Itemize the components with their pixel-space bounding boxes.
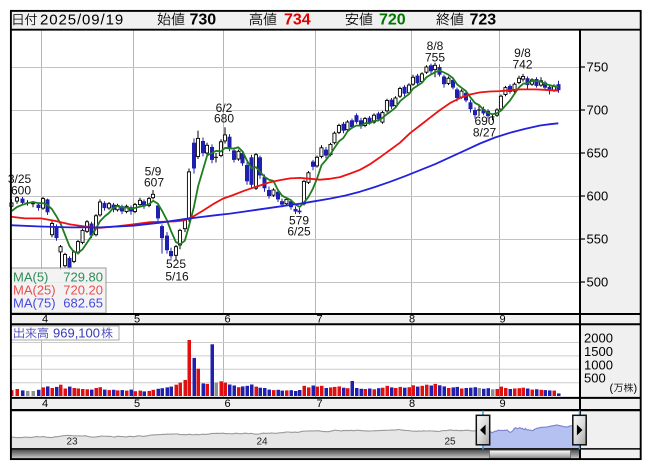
svg-text:MA(25): MA(25) <box>13 283 56 298</box>
svg-text:5: 5 <box>134 314 140 326</box>
svg-text:): ) <box>634 383 638 395</box>
svg-text:2025/09/19: 2025/09/19 <box>40 11 124 28</box>
svg-text:600: 600 <box>587 189 609 204</box>
svg-text:2000: 2000 <box>584 331 613 346</box>
svg-text:742: 742 <box>512 58 532 72</box>
svg-text:7: 7 <box>316 398 322 410</box>
svg-text:MA(5): MA(5) <box>13 270 48 285</box>
svg-text:525: 525 <box>166 257 186 271</box>
svg-text:680: 680 <box>214 112 234 126</box>
svg-text:1500: 1500 <box>584 344 613 359</box>
svg-text:6: 6 <box>224 314 230 326</box>
svg-text:8/27: 8/27 <box>473 126 497 140</box>
svg-text:579: 579 <box>289 214 309 228</box>
svg-text:750: 750 <box>587 60 609 75</box>
svg-text:730: 730 <box>190 11 217 28</box>
svg-text:969,100: 969,100 <box>53 326 100 341</box>
svg-text:5/16: 5/16 <box>165 270 189 284</box>
svg-text:650: 650 <box>587 146 609 161</box>
svg-text:(: ( <box>610 383 614 395</box>
svg-text:9: 9 <box>499 398 505 410</box>
svg-text:7: 7 <box>316 314 322 326</box>
svg-text:5: 5 <box>134 398 140 410</box>
svg-text:25: 25 <box>444 437 456 448</box>
svg-text:9: 9 <box>499 314 505 326</box>
svg-text:500: 500 <box>584 371 606 386</box>
svg-text:8/8: 8/8 <box>427 39 444 53</box>
svg-text:700: 700 <box>587 103 609 118</box>
svg-text:1000: 1000 <box>584 357 613 372</box>
svg-text:24: 24 <box>256 437 268 448</box>
svg-text:723: 723 <box>470 11 497 28</box>
svg-text:4: 4 <box>42 314 48 326</box>
svg-text:550: 550 <box>587 232 609 247</box>
svg-text:8: 8 <box>409 314 415 326</box>
svg-text:3/25: 3/25 <box>8 172 32 186</box>
svg-text:720.20: 720.20 <box>63 283 103 298</box>
svg-text:6: 6 <box>224 398 230 410</box>
svg-text:MA(75): MA(75) <box>13 296 56 311</box>
svg-text:600: 600 <box>11 184 31 198</box>
svg-text:720: 720 <box>379 11 406 28</box>
svg-text:682.65: 682.65 <box>63 296 103 311</box>
svg-text:4: 4 <box>42 398 48 410</box>
svg-text:734: 734 <box>284 11 311 28</box>
svg-text:607: 607 <box>144 176 164 190</box>
svg-text:6/2: 6/2 <box>216 101 233 115</box>
svg-text:690: 690 <box>474 114 494 128</box>
svg-text:500: 500 <box>587 275 609 290</box>
svg-text:5/9: 5/9 <box>145 165 162 179</box>
svg-text:8: 8 <box>409 398 415 410</box>
svg-text:755: 755 <box>425 51 445 65</box>
svg-text:9/8: 9/8 <box>514 46 531 60</box>
svg-text:6/25: 6/25 <box>287 225 311 239</box>
svg-text:729.80: 729.80 <box>63 270 103 285</box>
svg-text:23: 23 <box>66 437 78 448</box>
